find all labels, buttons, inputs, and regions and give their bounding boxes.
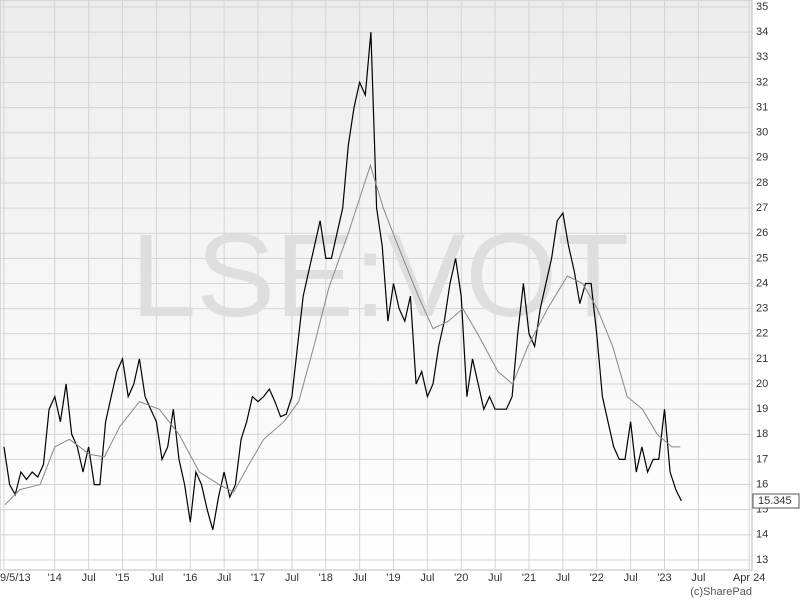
x-tick-label: Jul — [353, 572, 367, 584]
x-tick-label: '14 — [48, 572, 62, 584]
y-tick-label: 24 — [756, 277, 768, 289]
y-tick-label: 29 — [756, 152, 768, 164]
y-tick-label: 28 — [756, 177, 768, 189]
y-tick-label: 34 — [756, 26, 768, 38]
series-line — [3, 32, 682, 530]
x-tick-label: Jul — [556, 572, 570, 584]
x-tick-label: Jul — [82, 572, 96, 584]
x-tick-label: '22 — [590, 572, 604, 584]
x-tick-label: Jul — [149, 572, 163, 584]
y-tick-label: 17 — [756, 453, 768, 465]
x-tick-label: Jul — [285, 572, 299, 584]
x-tick-label: Jul — [624, 572, 638, 584]
last-price-box — [752, 493, 800, 509]
series-line — [4, 163, 681, 506]
x-tick-label: Apr 24 — [733, 572, 765, 584]
x-tick-label: '19 — [386, 572, 400, 584]
y-tick-label: 32 — [756, 76, 768, 88]
x-tick-label: Jul — [488, 572, 502, 584]
y-tick-label: 22 — [756, 328, 768, 340]
plot-area — [0, 0, 753, 571]
y-tick-label: 14 — [756, 529, 768, 541]
x-tick-label: '23 — [657, 572, 671, 584]
x-tick-label: 9/5/13 — [0, 572, 31, 584]
y-tick-label: 19 — [756, 403, 768, 415]
y-tick-label: 27 — [756, 202, 768, 214]
x-tick-label: Jul — [691, 572, 705, 584]
x-tick-label: Jul — [217, 572, 231, 584]
x-tick-label: '20 — [454, 572, 468, 584]
x-tick-label: '15 — [115, 572, 129, 584]
y-tick-label: 23 — [756, 303, 768, 315]
x-tick-label: '16 — [183, 572, 197, 584]
y-tick-label: 15 — [756, 504, 768, 516]
y-tick-label: 16 — [756, 478, 768, 490]
y-tick-label: 33 — [756, 51, 768, 63]
y-tick-label: 31 — [756, 101, 768, 113]
credit: (c)SharePad — [690, 586, 752, 598]
y-tick-label: 18 — [756, 428, 768, 440]
y-tick-label: 13 — [756, 554, 768, 566]
x-tick-label: Jul — [420, 572, 434, 584]
y-tick-label: 30 — [756, 127, 768, 139]
x-tick-label: '18 — [319, 572, 333, 584]
y-tick-label: 21 — [756, 353, 768, 365]
y-tick-label: 20 — [756, 378, 768, 390]
x-tick-label: '17 — [251, 572, 265, 584]
y-tick-label: 25 — [756, 252, 768, 264]
y-tick-label: 35 — [756, 1, 768, 13]
last-price-label: 15.345 — [758, 495, 792, 507]
x-tick-label: '21 — [522, 572, 536, 584]
y-tick-label: 26 — [756, 227, 768, 239]
